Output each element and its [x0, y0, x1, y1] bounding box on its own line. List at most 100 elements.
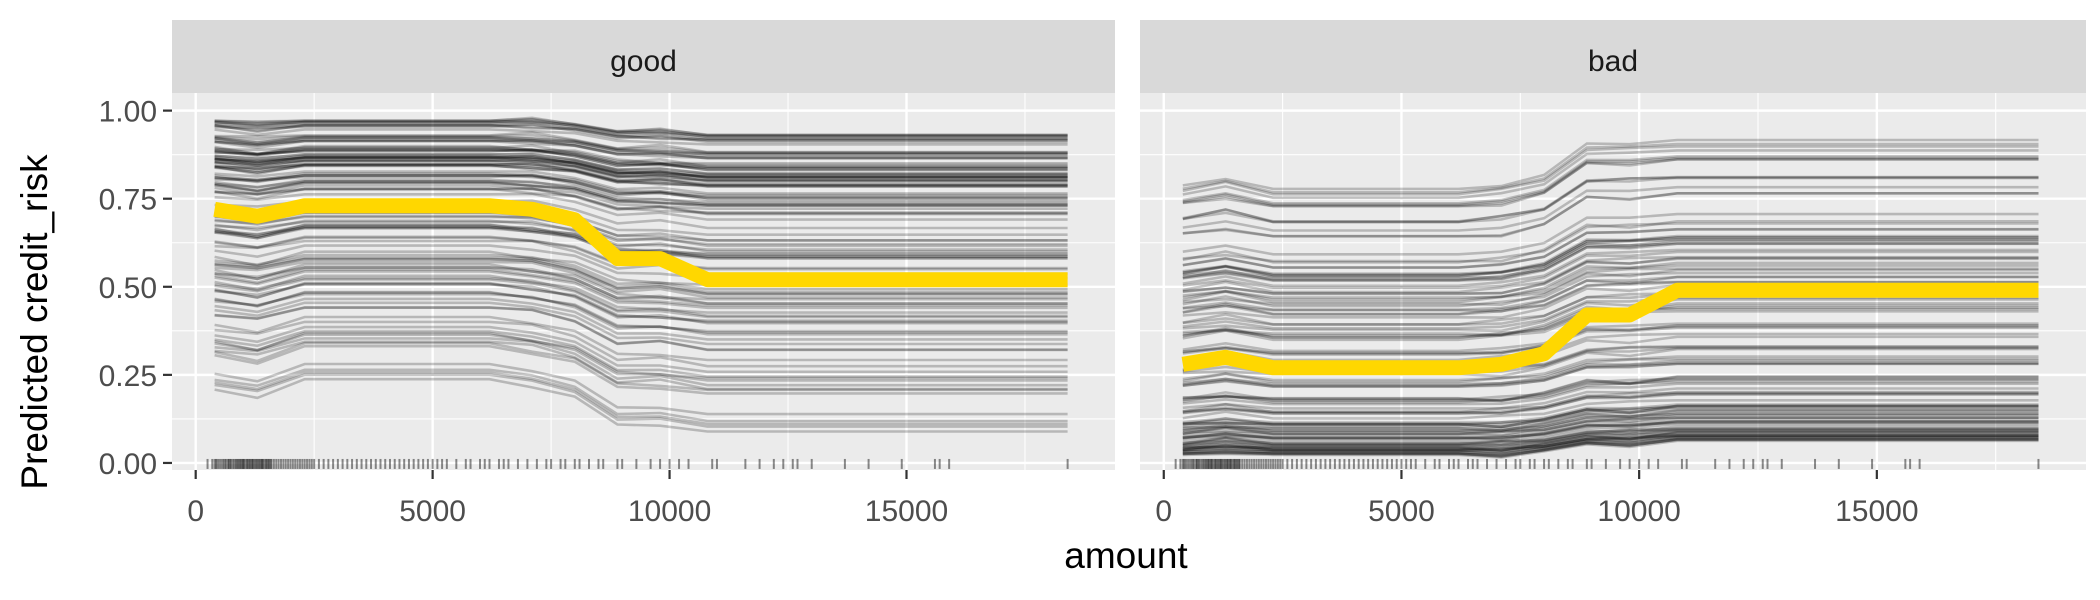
x-tick-label: 10000: [1597, 495, 1680, 528]
ice-line: [214, 333, 1068, 382]
ice-line: [214, 292, 1068, 336]
ice-line: [1182, 416, 2039, 436]
ice-line: [214, 377, 1068, 433]
ice-line: [214, 128, 1068, 146]
ice-line: [1182, 359, 2039, 386]
facet-strip: [1140, 20, 2086, 93]
ice-line: [214, 124, 1068, 142]
ice-line: [1182, 391, 2039, 414]
ice-line: [1182, 407, 2039, 429]
ice-line: [214, 258, 1068, 296]
ice-line: [1182, 292, 2039, 326]
ice-line: [1182, 357, 2039, 384]
ice-line: [214, 131, 1068, 154]
y-tick-label: 1.00: [99, 96, 157, 129]
ice-line: [214, 173, 1068, 200]
y-tick-label: 0.50: [99, 272, 157, 305]
ice-line: [1182, 175, 2039, 223]
ice-line: [1182, 283, 2039, 319]
ice-line: [214, 138, 1068, 160]
ice-line: [214, 226, 1068, 260]
ice-line: [1182, 387, 2039, 410]
ice-line: [214, 256, 1068, 294]
ice-line: [214, 138, 1068, 158]
ice-line: [1182, 222, 2039, 264]
ice-line: [1182, 192, 2039, 238]
ice-line: [1182, 256, 2039, 295]
ice-line: [1182, 176, 2039, 224]
ice-line: [214, 123, 1068, 142]
ice-line: [214, 180, 1068, 206]
ice-line: [214, 187, 1068, 214]
ice-lines: [214, 116, 1068, 433]
ice-line: [214, 184, 1068, 210]
ice-line: [214, 223, 1068, 255]
ice-line: [1182, 323, 2039, 355]
ice-line: [1182, 238, 2039, 279]
ice-line: [1182, 280, 2039, 316]
facet-strip: [172, 20, 1115, 93]
ice-line: [1182, 405, 2039, 429]
ice-line: [214, 268, 1068, 307]
ice-line: [1182, 421, 2039, 440]
gridlines: [1140, 93, 2086, 470]
ice-line: [1182, 435, 2039, 456]
ice-line: [1182, 236, 2039, 277]
ice-line: [214, 123, 1068, 141]
ice-line: [1182, 429, 2039, 447]
ice-line: [214, 250, 1068, 287]
ice-line: [214, 148, 1068, 170]
ice-line: [214, 154, 1068, 179]
ice-line: [1182, 192, 2039, 238]
facet-strip-label: bad: [1588, 45, 1638, 78]
ice-line: [214, 371, 1068, 426]
ice-line: [214, 118, 1068, 139]
ice-line: [214, 266, 1068, 305]
ice-line: [1182, 404, 2039, 429]
y-tick-label: 0.00: [99, 448, 157, 481]
ice-line: [1182, 145, 2039, 196]
ice-line: [1182, 436, 2039, 455]
ice-lines: [1182, 138, 2039, 459]
ice-line: [214, 276, 1068, 318]
ice-line: [214, 162, 1068, 187]
x-axis: 0 5000 10000 15000: [187, 470, 948, 528]
ice-line: [1182, 212, 2039, 256]
ice-line: [214, 270, 1068, 310]
ice-line: [214, 253, 1068, 291]
x-tick-label: 15000: [1835, 495, 1918, 528]
ice-line: [1182, 419, 2039, 440]
ice-line: [214, 219, 1068, 251]
x-axis: 0 5000 10000 15000: [1155, 470, 1919, 528]
ice-line: [1182, 412, 2039, 434]
ice-line: [214, 265, 1068, 305]
ice-line: [214, 315, 1068, 362]
y-axis: 0.00 0.25 0.50 0.75 1.00: [99, 96, 172, 481]
ice-line: [214, 373, 1068, 428]
ice-line: [1182, 422, 2039, 442]
ice-line: [214, 368, 1068, 423]
ice-line: [1182, 322, 2039, 353]
ice-line: [214, 186, 1068, 215]
pdp-line: [1181, 282, 2039, 376]
ice-line: [1182, 275, 2039, 312]
ice-line: [214, 181, 1068, 207]
ice-line: [214, 180, 1068, 206]
ice-line: [1182, 155, 2039, 205]
ice-line: [214, 157, 1068, 183]
ice-line: [1182, 280, 2039, 316]
ice-line: [214, 163, 1068, 187]
ice-line: [214, 290, 1068, 333]
ice-line: [1182, 138, 2039, 191]
ice-line: [1182, 393, 2039, 415]
ice-line: [214, 144, 1068, 168]
ice-line: [214, 331, 1068, 380]
ice-line: [214, 192, 1068, 221]
ice-line: [1182, 149, 2039, 200]
ice-line: [1182, 238, 2039, 278]
ice-line: [214, 164, 1068, 188]
ice-line: [1182, 242, 2039, 282]
